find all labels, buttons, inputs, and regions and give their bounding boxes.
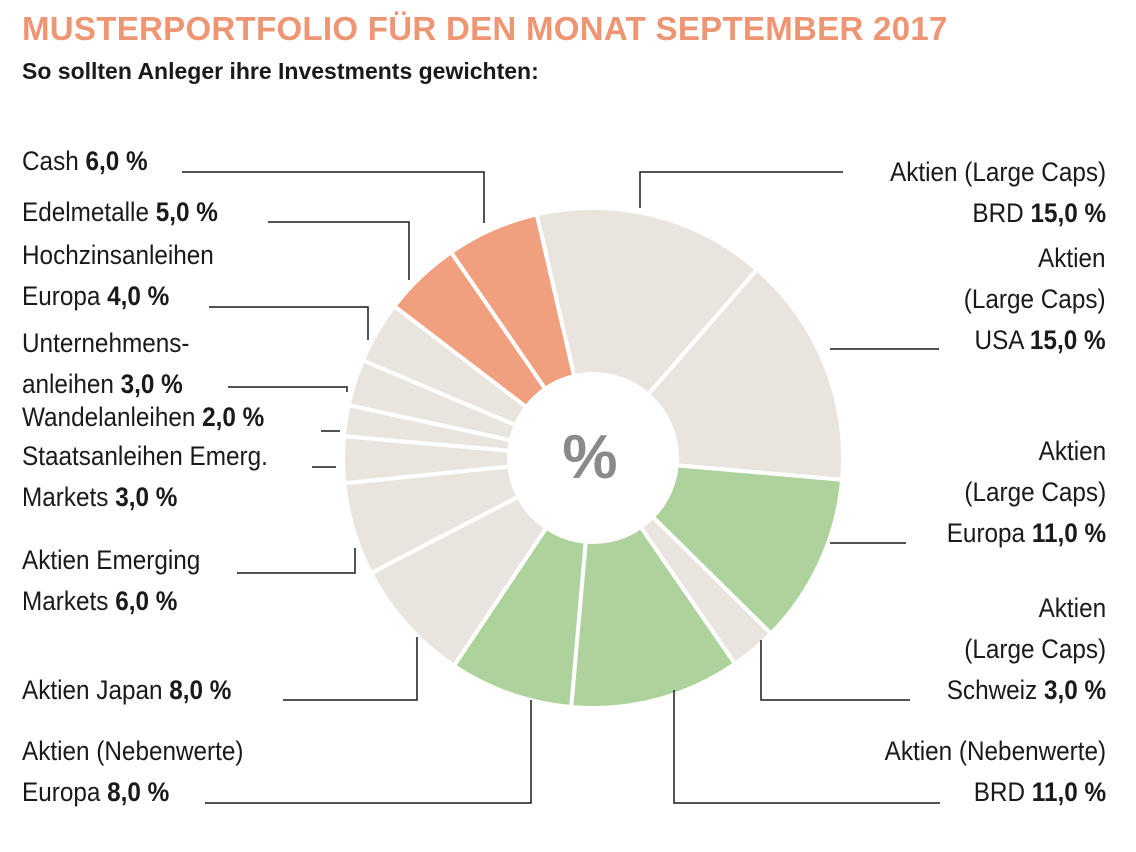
slice-label-line: anleihen 3,0 % [22, 364, 189, 405]
slice-label-aktien-nebenwerte-brd: Aktien (Nebenwerte) BRD 11,0 % [884, 731, 1106, 813]
slice-label-aktien-nebenwerte-europa: Aktien (Nebenwerte) Europa 8,0 % [22, 731, 244, 813]
slice-label-text: Staatsanleihen Emerg. [22, 441, 268, 471]
chart-subtitle: So sollten Anleger ihre Investments gewi… [22, 58, 539, 84]
slices-group [341, 206, 845, 710]
slice-label-staatsanleihen-emerg-markets: Staatsanleihen Emerg. Markets 3,0 % [22, 436, 268, 518]
slice-label-text: Aktien Japan [22, 675, 163, 705]
slice-label-line: Aktien [947, 431, 1106, 472]
leader-line-aktien-emerging-markets [237, 548, 356, 574]
slice-label-wandelanleihen: Wandelanleihen 2,0 % [22, 397, 264, 438]
slice-label-line: Aktien (Nebenwerte) [884, 731, 1106, 772]
slice-label-text: Unternehmens- [22, 328, 190, 358]
center-percent-symbol: % [562, 423, 617, 492]
slice-value-label: 5,0 % [155, 197, 218, 227]
slice-label-line: Unternehmens- [22, 323, 189, 364]
slice-label-text: Edelmetalle [22, 197, 149, 227]
slice-label-line: (Large Caps) [964, 279, 1106, 320]
slice-label-text: Europa [946, 518, 1025, 548]
slice-label-aktien-large-caps-usa: Aktien (Large Caps) USA 15,0 % [964, 238, 1106, 361]
slice-label-line: Europa 8,0 % [22, 772, 244, 813]
slice-label-line: Staatsanleihen Emerg. [22, 436, 268, 477]
chart-title: MUSTERPORTFOLIO FÜR DEN MONAT SEPTEMBER … [22, 10, 948, 47]
slice-label-cash: Cash 6,0 % [22, 141, 148, 182]
leader-line-cash [182, 171, 485, 223]
slice-label-aktien-emerging-markets: Aktien Emerging Markets 6,0 % [22, 540, 200, 622]
slice-label-text: Europa [22, 281, 101, 311]
slice-label-text: BRD [973, 777, 1025, 807]
slice-label-line: Markets 3,0 % [22, 477, 268, 518]
slice-label-line: Hochzinsanleihen [22, 235, 214, 276]
slice-label-line: Aktien [964, 238, 1106, 279]
slice-label-text: Aktien (Large Caps) [889, 157, 1106, 187]
slice-label-line: Edelmetalle 5,0 % [22, 192, 218, 233]
slice-label-text: Aktien [1038, 436, 1106, 466]
leader-line-edelmetalle [268, 221, 410, 280]
slice-value-label: 15,0 % [1030, 325, 1106, 355]
slice-value-label: 15,0 % [1030, 198, 1106, 228]
donut-hole [507, 372, 679, 544]
slice-label-text: Schweiz [946, 675, 1038, 705]
slice-label-text: Markets [22, 482, 109, 512]
slice-label-line: USA 15,0 % [964, 320, 1106, 361]
slice-label-unternehmensanleihen: Unternehmens-anleihen 3,0 % [22, 323, 189, 405]
slice-value-label: 11,0 % [1031, 777, 1106, 807]
slice-value-label: 2,0 % [202, 402, 265, 432]
slice-value-label: 3,0 % [120, 369, 183, 399]
slice-value-label: 6,0 % [85, 146, 148, 176]
slice-label-text: (Large Caps) [964, 284, 1106, 314]
leader-line-aktien-japan [283, 637, 418, 701]
slice-label-text: Wandelanleihen [22, 402, 196, 432]
slice-label-aktien-japan: Aktien Japan 8,0 % [22, 670, 231, 711]
slice-label-aktien-large-caps-schweiz: Aktien (Large Caps) Schweiz 3,0 % [947, 588, 1106, 711]
slice-value-label: 11,0 % [1031, 518, 1106, 548]
slice-label-text: Hochzinsanleihen [22, 240, 214, 270]
slice-label-text: USA [974, 325, 1024, 355]
slice-value-label: 6,0 % [115, 586, 178, 616]
slice-label-text: anleihen [22, 369, 114, 399]
slice-label-line: Aktien Japan 8,0 % [22, 670, 231, 711]
slice-label-text: BRD [972, 198, 1024, 228]
slice-label-line: (Large Caps) [947, 472, 1106, 513]
slice-label-line: Wandelanleihen 2,0 % [22, 397, 264, 438]
leader-line-aktien-large-caps-brd [639, 171, 843, 208]
slice-label-line: Markets 6,0 % [22, 581, 200, 622]
slice-label-line: BRD 15,0 % [890, 193, 1106, 234]
slice-label-aktien-large-caps-europa: Aktien (Large Caps) Europa 11,0 % [947, 431, 1106, 554]
leader-line-hochzinsanleihen-europa [209, 306, 369, 340]
slice-label-text: Europa [22, 777, 101, 807]
slice-label-text: Cash [22, 146, 79, 176]
slice-label-aktien-large-caps-brd: Aktien (Large Caps) BRD 15,0 % [890, 152, 1106, 234]
slice-label-edelmetalle: Edelmetalle 5,0 % [22, 192, 218, 233]
leader-line-aktien-large-caps-schweiz [760, 640, 910, 701]
slice-label-line: Aktien (Nebenwerte) [22, 731, 244, 772]
slice-label-line: Aktien Emerging [22, 540, 200, 581]
slice-label-line: BRD 11,0 % [884, 772, 1106, 813]
slice-label-line: Aktien [947, 588, 1106, 629]
leader-lines-group [182, 171, 940, 804]
slice-label-text: Aktien [1038, 243, 1106, 273]
leader-line-unternehmensanleihen [228, 386, 348, 392]
slice-label-text: (Large Caps) [964, 634, 1106, 664]
slice-label-line: (Large Caps) [947, 629, 1106, 670]
slice-value-label: 3,0 % [1043, 675, 1106, 705]
slice-label-hochzinsanleihen-europa: Hochzinsanleihen Europa 4,0 % [22, 235, 214, 317]
slice-value-label: 4,0 % [107, 281, 170, 311]
slice-label-text: Markets [22, 586, 109, 616]
slice-value-label: 8,0 % [169, 675, 232, 705]
slice-label-line: Cash 6,0 % [22, 141, 148, 182]
slice-label-line: Aktien (Large Caps) [890, 152, 1106, 193]
slice-label-text: Aktien (Nebenwerte) [22, 736, 244, 766]
slice-label-line: Europa 11,0 % [947, 513, 1106, 554]
leader-line-aktien-nebenwerte-brd [673, 690, 940, 804]
leader-line-aktien-nebenwerte-europa [205, 700, 532, 804]
slice-label-text: Aktien [1038, 593, 1106, 623]
slice-label-text: (Large Caps) [964, 477, 1106, 507]
slice-label-text: Aktien (Nebenwerte) [884, 736, 1106, 766]
slice-label-text: Aktien Emerging [22, 545, 201, 575]
slice-label-line: Europa 4,0 % [22, 276, 214, 317]
slice-value-label: 3,0 % [115, 482, 178, 512]
slice-value-label: 8,0 % [107, 777, 170, 807]
slice-label-line: Schweiz 3,0 % [947, 670, 1106, 711]
